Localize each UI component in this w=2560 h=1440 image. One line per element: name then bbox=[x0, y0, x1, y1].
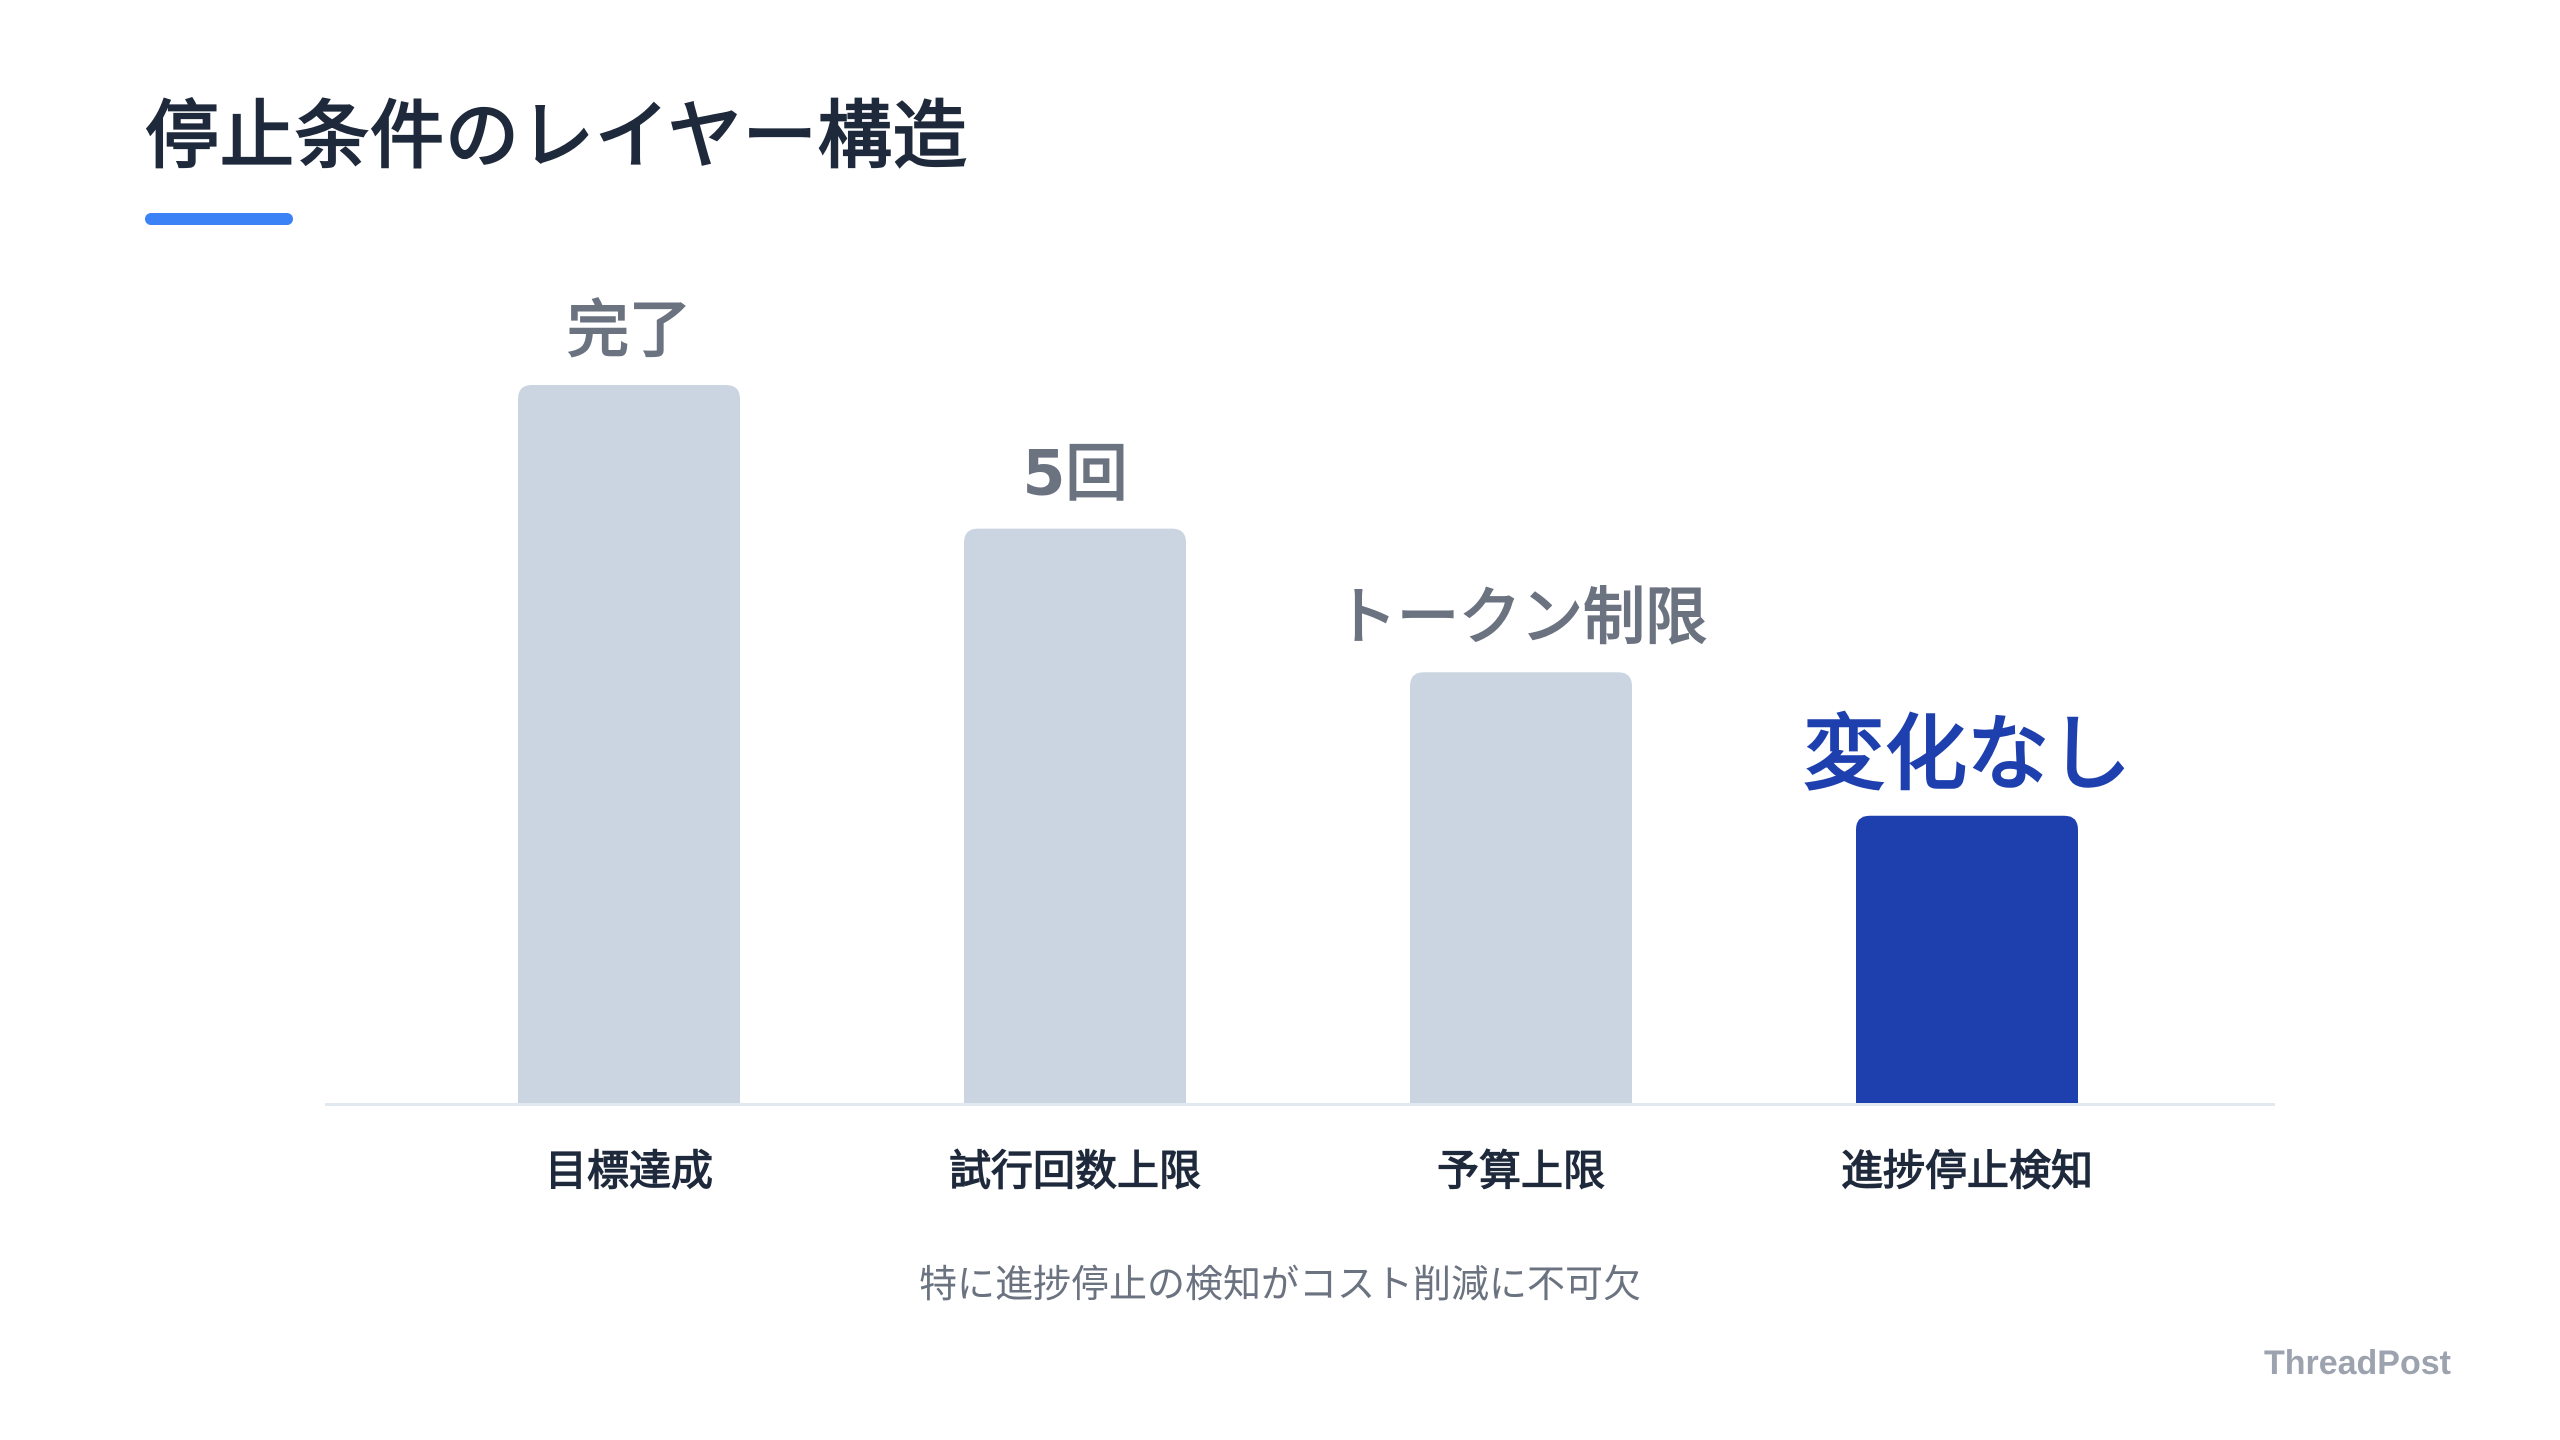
bar-1 bbox=[518, 385, 740, 1103]
bar-2 bbox=[964, 529, 1186, 1103]
bar-value-label-2: 5回 bbox=[1022, 437, 1127, 510]
footnote: 特に進捗停止の検知がコスト削減に不可欠 bbox=[0, 1262, 2560, 1308]
category-label-1: 目標達成 bbox=[545, 1146, 713, 1195]
bar-value-label-3: トークン制限 bbox=[1335, 580, 1707, 653]
bar-value-label-1: 完了 bbox=[567, 293, 691, 366]
bar-value-label-4: 変化なし bbox=[1803, 707, 2131, 802]
category-label-4: 進捗停止検知 bbox=[1841, 1146, 2093, 1195]
category-label-2: 試行回数上限 bbox=[949, 1146, 1201, 1195]
category-label-3: 予算上限 bbox=[1437, 1146, 1605, 1195]
brand-logo-text: ThreadPost bbox=[2264, 1343, 2451, 1384]
bar-3 bbox=[1410, 672, 1632, 1103]
bar-4 bbox=[1856, 816, 2078, 1103]
